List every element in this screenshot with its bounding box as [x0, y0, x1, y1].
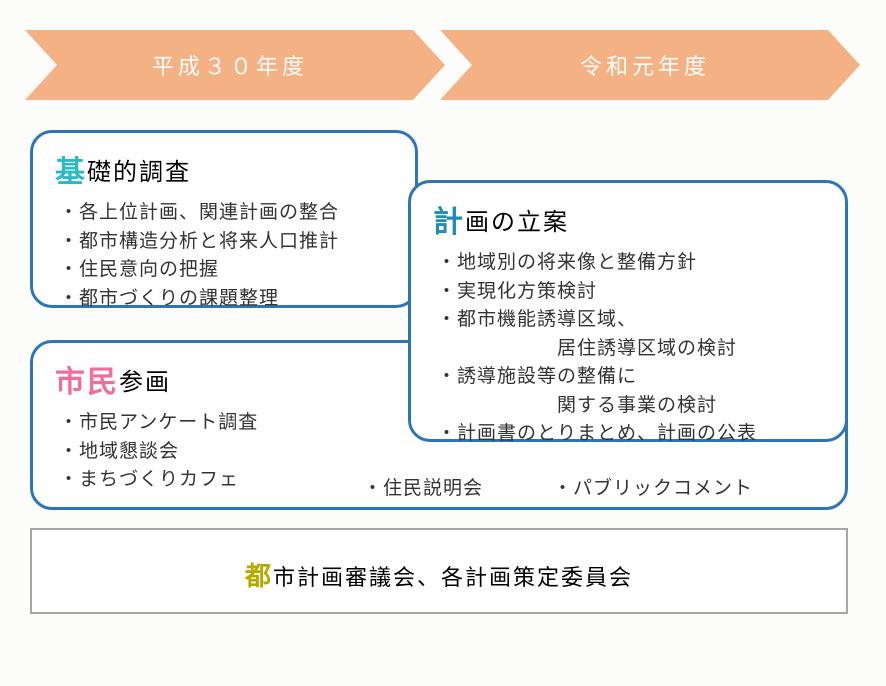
list-item: ・パブリックコメント — [553, 473, 753, 500]
list-item: ・住民意向の把握 — [59, 256, 393, 285]
list-item: ・住民説明会 — [363, 473, 483, 500]
list-item: 居住誘導区域の検討 — [437, 335, 823, 364]
list-item: ・都市機能誘導区域、 — [437, 306, 823, 335]
box-basic-survey: 基礎的調査 ・各上位計画、関連計画の整合・都市構造分析と将来人口推計・住民意向の… — [30, 130, 418, 308]
box-planning-council: 都市計画審議会、各計画策定委員会 — [30, 528, 848, 614]
list-item: ・都市づくりの課題整理 — [59, 285, 393, 314]
list-item: 関する事業の検討 — [437, 392, 823, 421]
box-plan-title: 計画の立案 — [433, 197, 823, 241]
list-item: ・地域別の将来像と整備方針 — [437, 249, 823, 278]
arrow-reiwa1-label: 令和元年度 — [440, 30, 830, 100]
arrow-heisei30: 平成３０年度 — [25, 30, 445, 100]
box-survey-title: 基礎的調査 — [55, 147, 393, 191]
box-plan-items: ・地域別の将来像と整備方針・実現化方策検討・都市機能誘導区域、居住誘導区域の検討… — [433, 249, 823, 449]
list-item: ・実現化方策検討 — [437, 278, 823, 307]
list-item: ・計画書のとりまとめ、計画の公表 — [437, 420, 823, 449]
box-survey-items: ・各上位計画、関連計画の整合・都市構造分析と将来人口推計・住民意向の把握・都市づ… — [55, 199, 393, 313]
timeline-arrows: 平成３０年度 令和元年度 — [25, 30, 861, 100]
list-item: ・都市構造分析と将来人口推計 — [59, 228, 393, 257]
arrow-reiwa1: 令和元年度 — [440, 30, 860, 100]
list-item: ・各上位計画、関連計画の整合 — [59, 199, 393, 228]
arrow-heisei30-label: 平成３０年度 — [25, 30, 415, 100]
box-plan-formulation: 計画の立案 ・地域別の将来像と整備方針・実現化方策検討・都市機能誘導区域、居住誘… — [408, 180, 848, 442]
list-item: ・誘導施設等の整備に — [437, 363, 823, 392]
